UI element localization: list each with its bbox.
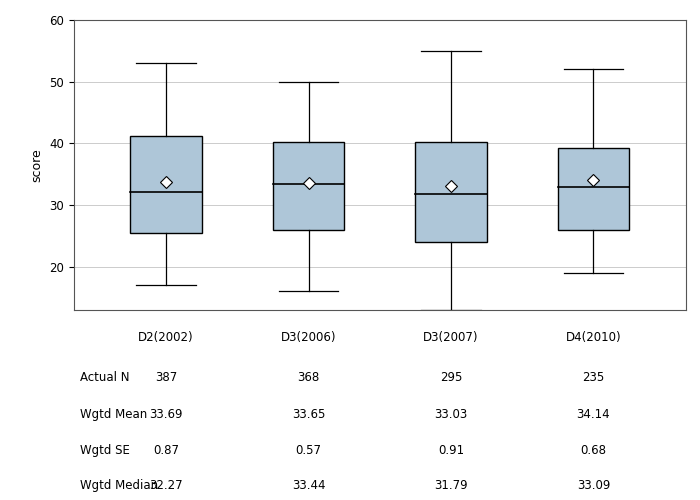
Text: 0.87: 0.87 — [153, 444, 179, 456]
Text: 34.14: 34.14 — [577, 408, 610, 422]
Text: 33.65: 33.65 — [292, 408, 326, 422]
Text: D4(2010): D4(2010) — [566, 330, 621, 344]
Text: 0.91: 0.91 — [438, 444, 464, 456]
Text: Wgtd Median: Wgtd Median — [80, 478, 158, 492]
FancyBboxPatch shape — [273, 142, 344, 230]
Text: 0.68: 0.68 — [580, 444, 606, 456]
Text: 33.69: 33.69 — [149, 408, 183, 422]
Y-axis label: score: score — [30, 148, 43, 182]
FancyBboxPatch shape — [415, 142, 486, 242]
Text: D3(2006): D3(2006) — [281, 330, 336, 344]
Text: 31.79: 31.79 — [434, 478, 468, 492]
Text: D3(2007): D3(2007) — [424, 330, 479, 344]
Text: 235: 235 — [582, 372, 605, 384]
Text: 0.57: 0.57 — [295, 444, 321, 456]
Text: D2(2002): D2(2002) — [139, 330, 194, 344]
Text: 33.03: 33.03 — [434, 408, 468, 422]
FancyBboxPatch shape — [558, 148, 629, 230]
FancyBboxPatch shape — [130, 136, 202, 233]
Text: 368: 368 — [298, 372, 320, 384]
Text: Wgtd SE: Wgtd SE — [80, 444, 130, 456]
Text: Wgtd Mean: Wgtd Mean — [80, 408, 147, 422]
Text: 33.44: 33.44 — [292, 478, 326, 492]
Text: 387: 387 — [155, 372, 177, 384]
Text: Actual N: Actual N — [80, 372, 129, 384]
Text: 33.09: 33.09 — [577, 478, 610, 492]
Text: 32.27: 32.27 — [149, 478, 183, 492]
Text: 295: 295 — [440, 372, 462, 384]
